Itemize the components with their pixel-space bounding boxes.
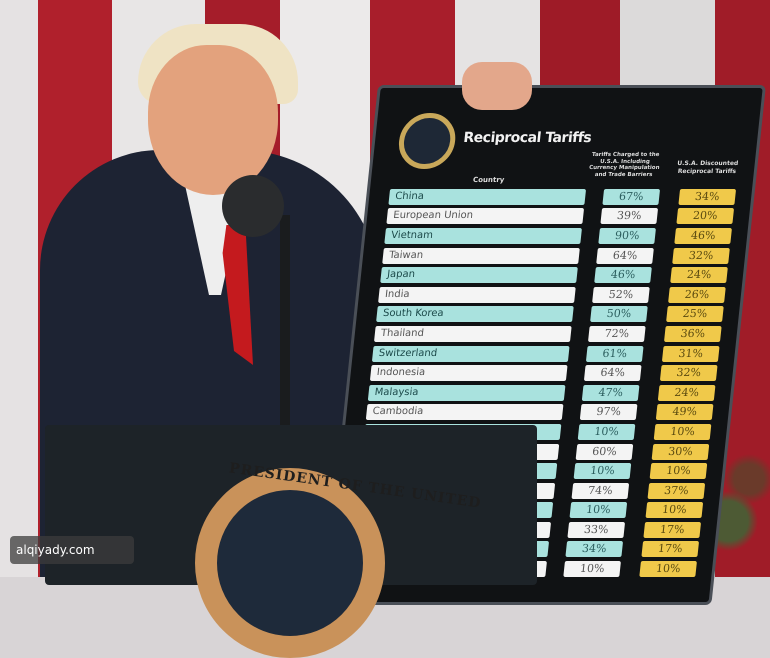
table-row: China 67% 34% bbox=[388, 187, 737, 207]
charged-cell: 60% bbox=[575, 443, 634, 460]
board-title: Reciprocal Tariffs bbox=[462, 130, 593, 146]
table-row: Japan 46% 24% bbox=[380, 265, 728, 285]
discounted-cell: 26% bbox=[668, 286, 726, 303]
watermark: alqiyady.com bbox=[10, 536, 134, 564]
discounted-cell: 49% bbox=[655, 404, 714, 421]
charged-cell: 64% bbox=[596, 247, 654, 264]
table-row: Malaysia 47% 24% bbox=[367, 383, 716, 403]
charged-cell: 74% bbox=[571, 482, 630, 499]
discounted-cell: 10% bbox=[645, 502, 704, 519]
discounted-cell: 24% bbox=[657, 384, 716, 401]
charged-cell: 39% bbox=[600, 208, 659, 225]
charged-cell: 67% bbox=[602, 188, 661, 205]
discounted-cell: 30% bbox=[651, 443, 710, 460]
charged-cell: 10% bbox=[577, 423, 636, 440]
presidential-seal-icon bbox=[396, 113, 459, 169]
discounted-cell: 46% bbox=[674, 227, 732, 244]
charged-cell: 10% bbox=[569, 502, 628, 519]
charged-cell: 10% bbox=[563, 561, 621, 578]
header-charged: Tariffs Charged to the U.S.A. Including … bbox=[588, 152, 660, 178]
country-cell: Indonesia bbox=[369, 365, 568, 382]
country-cell: India bbox=[378, 286, 576, 303]
charged-cell: 52% bbox=[592, 286, 650, 303]
microphone-icon bbox=[222, 175, 284, 237]
discounted-cell: 17% bbox=[643, 521, 702, 538]
charged-cell: 34% bbox=[565, 541, 624, 558]
country-cell: Cambodia bbox=[365, 404, 564, 421]
charged-cell: 50% bbox=[590, 306, 648, 323]
header-discounted: U.S.A. Discounted Reciprocal Tariffs bbox=[676, 160, 739, 175]
charged-cell: 33% bbox=[567, 521, 626, 538]
discounted-cell: 25% bbox=[666, 306, 724, 323]
hand bbox=[462, 62, 532, 110]
table-row: India 52% 26% bbox=[378, 285, 726, 305]
table-row: European Union 39% 20% bbox=[386, 207, 735, 227]
discounted-cell: 10% bbox=[653, 423, 712, 440]
discounted-cell: 24% bbox=[670, 267, 728, 284]
discounted-cell: 31% bbox=[661, 345, 720, 362]
country-cell: Taiwan bbox=[382, 247, 580, 264]
table-row: Switzerland 61% 31% bbox=[371, 344, 720, 364]
charged-cell: 90% bbox=[598, 227, 656, 244]
country-cell: Malaysia bbox=[367, 384, 566, 401]
charged-cell: 46% bbox=[594, 267, 652, 284]
table-row: Vietnam 90% 46% bbox=[384, 226, 732, 246]
country-cell: South Korea bbox=[376, 306, 574, 323]
country-cell: Thailand bbox=[373, 325, 572, 342]
country-cell: China bbox=[388, 188, 587, 205]
discounted-cell: 20% bbox=[676, 208, 735, 225]
discounted-cell: 32% bbox=[659, 365, 718, 382]
table-row: Taiwan 64% 32% bbox=[382, 246, 730, 266]
country-cell: European Union bbox=[386, 208, 585, 225]
charged-cell: 72% bbox=[587, 325, 646, 342]
discounted-cell: 32% bbox=[672, 247, 730, 264]
discounted-cell: 37% bbox=[647, 482, 706, 499]
table-row: South Korea 50% 25% bbox=[376, 305, 724, 325]
discounted-cell: 10% bbox=[649, 463, 708, 480]
table-row: Indonesia 64% 32% bbox=[369, 363, 718, 383]
speaker-face bbox=[148, 45, 278, 195]
country-cell: Vietnam bbox=[384, 227, 582, 244]
charged-cell: 97% bbox=[579, 404, 638, 421]
header-country: Country bbox=[472, 176, 505, 184]
discounted-cell: 10% bbox=[639, 561, 697, 578]
charged-cell: 47% bbox=[581, 384, 640, 401]
charged-cell: 61% bbox=[585, 345, 644, 362]
discounted-cell: 34% bbox=[678, 188, 737, 205]
table-row: Thailand 72% 36% bbox=[373, 324, 722, 344]
charged-cell: 10% bbox=[573, 463, 632, 480]
table-row: Cambodia 97% 49% bbox=[365, 403, 714, 423]
discounted-cell: 36% bbox=[663, 325, 722, 342]
country-cell: Switzerland bbox=[371, 345, 570, 362]
country-cell: Japan bbox=[380, 267, 578, 284]
charged-cell: 64% bbox=[583, 365, 642, 382]
presidential-seal bbox=[195, 468, 385, 658]
microphone-stand bbox=[280, 215, 290, 430]
discounted-cell: 17% bbox=[641, 541, 700, 558]
